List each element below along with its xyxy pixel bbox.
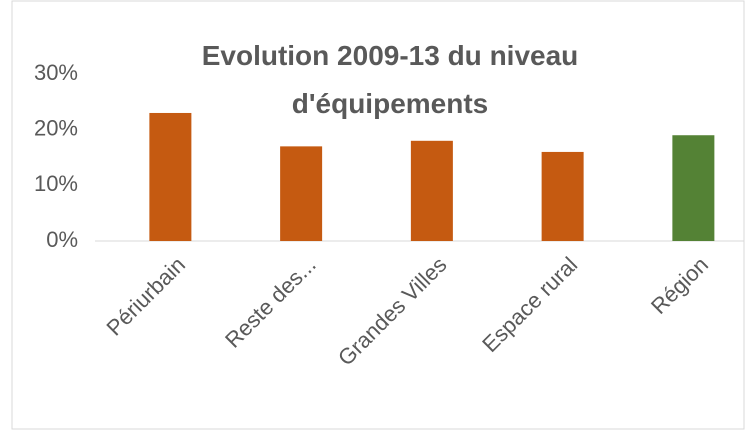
- y-tick-label: 30%: [34, 60, 78, 85]
- bar: [149, 112, 192, 241]
- y-tick-label: 10%: [34, 171, 78, 196]
- bar: [410, 140, 453, 241]
- chart-title: Evolution 2009-13 du niveau d'équipement…: [201, 40, 579, 119]
- bar: [672, 135, 715, 241]
- y-tick-label: 20%: [34, 115, 78, 140]
- bar: [541, 151, 584, 241]
- chart-frame: [11, 0, 745, 430]
- y-tick-label: 0%: [46, 227, 78, 252]
- bar: [280, 146, 323, 241]
